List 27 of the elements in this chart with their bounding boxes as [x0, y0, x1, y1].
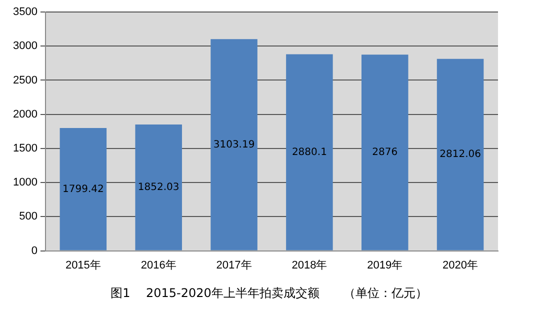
bar — [286, 54, 333, 250]
bar — [60, 128, 107, 250]
y-tick-label: 2000 — [12, 108, 38, 120]
data-label: 1852.03 — [138, 182, 180, 193]
data-label: 2876 — [372, 147, 398, 158]
x-tick-label: 2020年 — [442, 259, 478, 272]
x-tick-label: 2016年 — [140, 259, 176, 272]
x-tick-label: 2015年 — [65, 259, 101, 272]
x-tick-label: 2017年 — [216, 259, 252, 272]
y-tick-label: 3000 — [12, 40, 38, 52]
y-tick-label: 0 — [31, 244, 38, 257]
text: 图1 2015-2020年上半年拍卖成交额 （单位：亿元） — [110, 285, 428, 302]
y-tick-label: 2500 — [12, 74, 38, 86]
y-tick-label: 3500 — [12, 6, 38, 18]
y-tick-label: 1000 — [12, 176, 38, 189]
data-label: 3103.19 — [213, 139, 255, 150]
y-tick-label: 1500 — [12, 142, 38, 154]
bar — [361, 54, 408, 250]
bar — [135, 124, 182, 250]
bar — [210, 39, 258, 250]
y-tick-label: 500 — [19, 210, 38, 223]
data-label: 2812.06 — [440, 149, 481, 160]
x-tick-label: 2019年 — [367, 259, 403, 272]
bar — [436, 58, 484, 250]
data-label: 2880.1 — [292, 146, 327, 158]
x-tick-label: 2018年 — [292, 259, 328, 272]
data-label: 1799.42 — [62, 184, 104, 195]
